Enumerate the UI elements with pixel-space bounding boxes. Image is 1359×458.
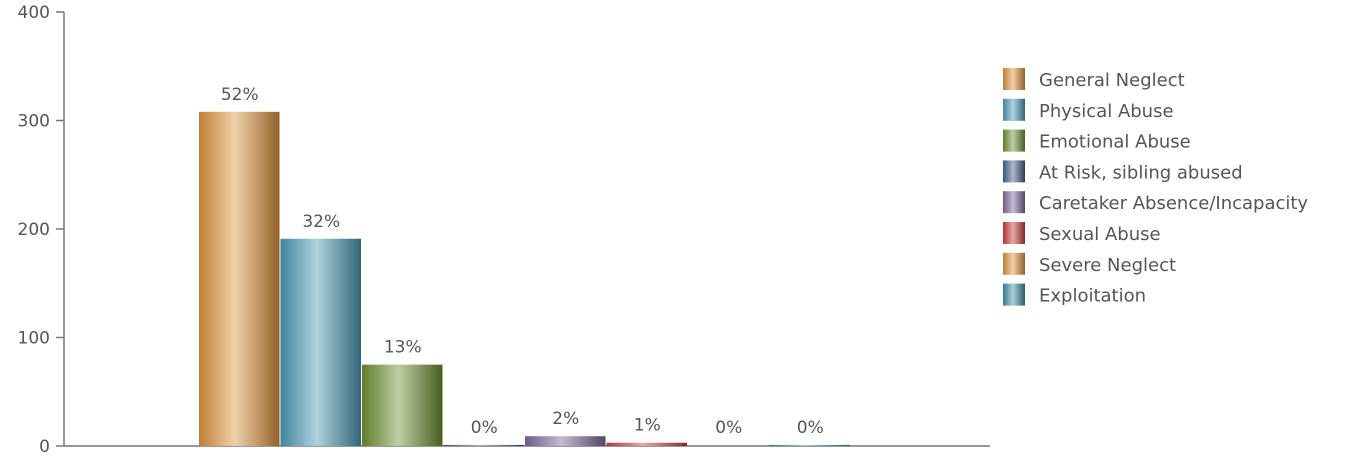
- bar-at-risk-sibling-abused: [443, 444, 524, 446]
- bar-data-label: 1%: [634, 416, 661, 436]
- legend-swatch: [1003, 252, 1025, 275]
- y-tick-label: 400: [18, 3, 50, 23]
- bar-data-label: 0%: [797, 418, 824, 438]
- y-tick-label: 0: [39, 437, 50, 457]
- legend-swatch: [1003, 283, 1025, 306]
- legend-swatch: [1003, 191, 1025, 214]
- legend-label: Severe Neglect: [1039, 255, 1176, 276]
- bar-data-label: 52%: [221, 85, 259, 105]
- legend-label: Physical Abuse: [1039, 101, 1174, 122]
- legend: General Neglect Physical Abuse Emotional A…: [1003, 68, 1308, 307]
- bar-labels: 52% 32% 13% 0% 2% 1% 0% 0%: [221, 85, 824, 438]
- legend-swatch: [1003, 222, 1025, 244]
- bars: [199, 111, 850, 446]
- legend-swatch: [1003, 98, 1025, 121]
- bar-data-label: 13%: [384, 338, 422, 358]
- bar-sexual-abuse: [606, 442, 687, 446]
- bar-caretaker-absence-incapacity: [525, 436, 606, 446]
- legend-label: Caretaker Absence/Incapacity: [1039, 193, 1308, 214]
- bar-exploitation: [769, 444, 850, 446]
- y-tick-label: 100: [18, 329, 50, 349]
- legend-swatch: [1003, 160, 1025, 183]
- legend-swatch: [1003, 68, 1025, 90]
- y-axis: 0 100 200 300 400: [18, 3, 990, 457]
- bar-physical-abuse: [280, 238, 361, 446]
- y-tick-label: 200: [18, 220, 50, 240]
- y-tick-label: 300: [18, 112, 50, 132]
- bar-general-neglect: [199, 111, 280, 446]
- bar-data-label: 0%: [715, 418, 742, 438]
- bar-data-label: 32%: [302, 212, 340, 232]
- legend-label: Emotional Abuse: [1039, 132, 1191, 153]
- legend-label: General Neglect: [1039, 70, 1185, 91]
- legend-label: Exploitation: [1039, 286, 1146, 307]
- bar-data-label: 2%: [552, 409, 579, 429]
- legend-label: At Risk, sibling abused: [1039, 162, 1243, 183]
- legend-label: Sexual Abuse: [1039, 224, 1161, 245]
- bar-data-label: 0%: [471, 418, 498, 438]
- legend-swatch: [1003, 129, 1025, 152]
- bar-emotional-abuse: [362, 364, 443, 446]
